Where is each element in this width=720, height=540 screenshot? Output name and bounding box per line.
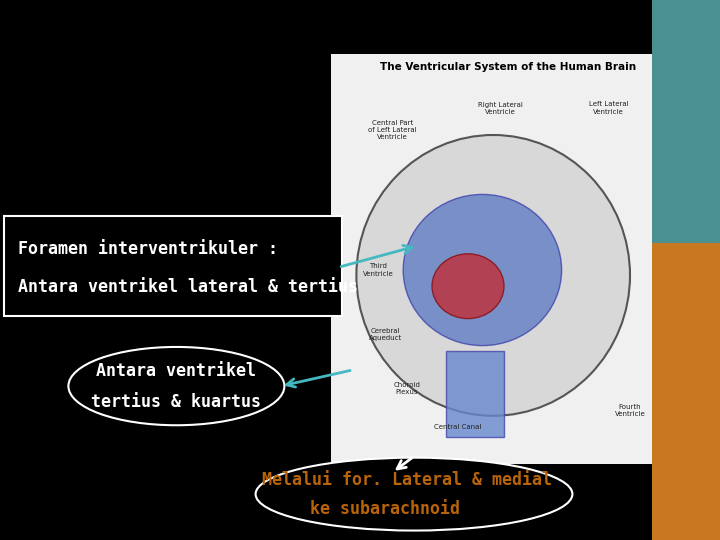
- Ellipse shape: [432, 254, 504, 319]
- Text: The Ventricular System of the Human Brain: The Ventricular System of the Human Brai…: [379, 63, 636, 72]
- Text: Third
Ventricle: Third Ventricle: [363, 264, 393, 276]
- Text: Choroid
Plexus: Choroid Plexus: [393, 382, 420, 395]
- Text: Fourth
Ventricle: Fourth Ventricle: [615, 404, 645, 417]
- Bar: [652, 243, 720, 540]
- Bar: [446, 351, 504, 437]
- Text: tertius & kuartus: tertius & kuartus: [91, 393, 261, 411]
- Text: Antara ventrikel: Antara ventrikel: [96, 362, 256, 380]
- Bar: [331, 54, 684, 464]
- FancyBboxPatch shape: [4, 216, 342, 316]
- Text: Melalui for. Lateral & medial: Melalui for. Lateral & medial: [262, 471, 552, 489]
- Text: Foramen interventrikuler :: Foramen interventrikuler :: [18, 240, 278, 258]
- Text: Cerebral
Aqueduct: Cerebral Aqueduct: [369, 328, 402, 341]
- Text: Left Lateral
Ventricle: Left Lateral Ventricle: [588, 102, 629, 114]
- Text: ke subarachnoid: ke subarachnoid: [310, 500, 460, 518]
- Bar: [652, 0, 720, 243]
- Ellipse shape: [356, 135, 630, 416]
- Text: Central Part
of Left Lateral
Ventricle: Central Part of Left Lateral Ventricle: [368, 119, 417, 140]
- Text: Central Canal: Central Canal: [433, 423, 481, 430]
- Ellipse shape: [403, 194, 562, 346]
- Text: Right Lateral
Ventricle: Right Lateral Ventricle: [478, 102, 523, 114]
- Text: Antara ventrikel lateral & tertius: Antara ventrikel lateral & tertius: [18, 278, 358, 296]
- Ellipse shape: [256, 457, 572, 530]
- Ellipse shape: [68, 347, 284, 426]
